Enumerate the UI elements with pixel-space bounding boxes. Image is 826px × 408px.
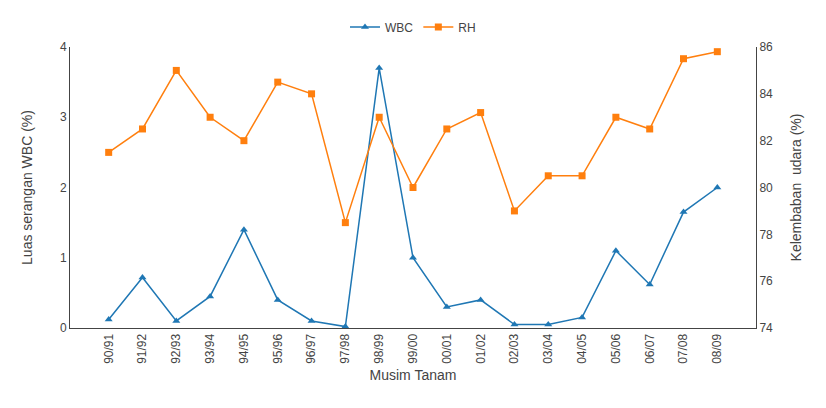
svg-text:78: 78 (759, 228, 773, 242)
svg-text:96/97: 96/97 (304, 333, 318, 363)
svg-text:93/94: 93/94 (203, 333, 217, 363)
svg-text:91/92: 91/92 (135, 333, 149, 363)
svg-text:95/96: 95/96 (271, 333, 285, 363)
svg-text:4: 4 (60, 40, 67, 54)
svg-text:03/04: 03/04 (541, 333, 555, 363)
svg-text:74: 74 (759, 321, 773, 335)
svg-text:80: 80 (759, 181, 773, 195)
svg-text:0: 0 (60, 321, 67, 335)
svg-text:86: 86 (759, 40, 773, 54)
svg-text:08/09: 08/09 (710, 333, 724, 363)
svg-text:00/01: 00/01 (440, 333, 454, 363)
svg-text:90/91: 90/91 (102, 333, 116, 363)
svg-text:3: 3 (60, 110, 67, 124)
svg-text:04/05: 04/05 (575, 333, 589, 363)
svg-text:WBC: WBC (385, 21, 413, 35)
svg-text:Kelembaban udara (%): Kelembaban udara (%) (788, 114, 804, 262)
svg-text:1: 1 (60, 251, 67, 265)
svg-text:84: 84 (759, 87, 773, 101)
svg-text:01/02: 01/02 (474, 333, 488, 363)
svg-text:06/07: 06/07 (643, 333, 657, 363)
svg-text:98/99: 98/99 (372, 333, 386, 363)
svg-text:02/03: 02/03 (507, 333, 521, 363)
svg-text:99/00: 99/00 (406, 333, 420, 363)
svg-text:Luas serangan WBC (%): Luas serangan WBC (%) (19, 110, 35, 265)
svg-text:97/98: 97/98 (338, 333, 352, 363)
svg-text:RH: RH (458, 21, 475, 35)
svg-text:82: 82 (759, 134, 773, 148)
svg-text:92/93: 92/93 (169, 333, 183, 363)
svg-text:76: 76 (759, 274, 773, 288)
svg-text:2: 2 (60, 181, 67, 195)
svg-text:94/95: 94/95 (237, 333, 251, 363)
svg-text:05/06: 05/06 (609, 333, 623, 363)
svg-text:07/08: 07/08 (676, 333, 690, 363)
svg-text:Musim Tanam: Musim Tanam (370, 367, 457, 383)
